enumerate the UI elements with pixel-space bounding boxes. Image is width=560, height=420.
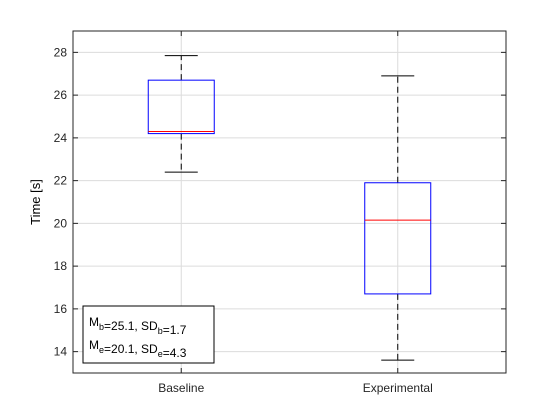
- box-plots: [147, 55, 432, 361]
- stats-annotation-box: Mb=25.1, SDb=1.7Me=20.1, SDe=4.3: [82, 305, 215, 364]
- annotation-frame: [82, 305, 215, 364]
- y-tick-label: 18: [54, 259, 68, 273]
- annotation-text: =25.1, SD: [104, 319, 158, 333]
- x-tick-label: Baseline: [158, 381, 204, 395]
- annotation-text: M: [89, 315, 99, 329]
- iqr-box: [147, 79, 215, 135]
- y-tick-label: 26: [54, 88, 68, 102]
- y-tick-label: 14: [54, 345, 68, 359]
- iqr-box: [364, 182, 432, 295]
- y-tick-label: 16: [54, 302, 68, 316]
- axes-frame: [72, 30, 507, 374]
- box-baseline: [147, 55, 215, 173]
- annotation-text: =1.7: [163, 323, 187, 337]
- y-tick-label: 24: [54, 131, 68, 145]
- annotation-text: =4.3: [163, 346, 187, 360]
- annotation-subscript: e: [158, 349, 163, 359]
- x-tick-label: Experimental: [363, 381, 433, 395]
- box-experimental: [364, 75, 432, 361]
- annotation-subscript: e: [99, 345, 104, 355]
- y-tick-label: 22: [54, 174, 68, 188]
- y-tick-label: 28: [54, 45, 68, 59]
- y-tick-label: 20: [54, 216, 68, 230]
- annotation-text: M: [89, 338, 99, 352]
- axis-ticks: 14 16 18 20 22 24 26 28 Baseline Experimental: [54, 31, 506, 395]
- annotation-text: =20.1, SD: [104, 342, 158, 356]
- y-axis-label: Time [s]: [28, 179, 43, 225]
- annotation-line: Me=20.1, SDe=4.3: [89, 338, 187, 360]
- annotation-subscript: b: [99, 322, 104, 332]
- annotation-line: Mb=25.1, SDb=1.7: [89, 315, 187, 337]
- annotation-subscript: b: [158, 326, 163, 336]
